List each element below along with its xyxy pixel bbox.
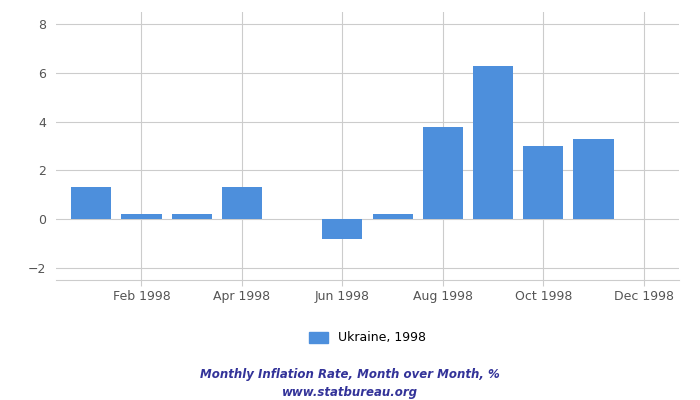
Bar [121,214,162,219]
Bar [222,188,262,219]
Bar [573,139,614,219]
Text: Monthly Inflation Rate, Month over Month, %: Monthly Inflation Rate, Month over Month… [200,368,500,381]
Legend: Ukraine, 1998: Ukraine, 1998 [304,326,431,350]
Bar [372,214,413,219]
Bar [71,188,111,219]
Bar [423,126,463,219]
Bar [473,66,513,219]
Text: www.statbureau.org: www.statbureau.org [282,386,418,399]
Bar [172,214,212,219]
Bar [524,146,564,219]
Bar [322,219,363,238]
